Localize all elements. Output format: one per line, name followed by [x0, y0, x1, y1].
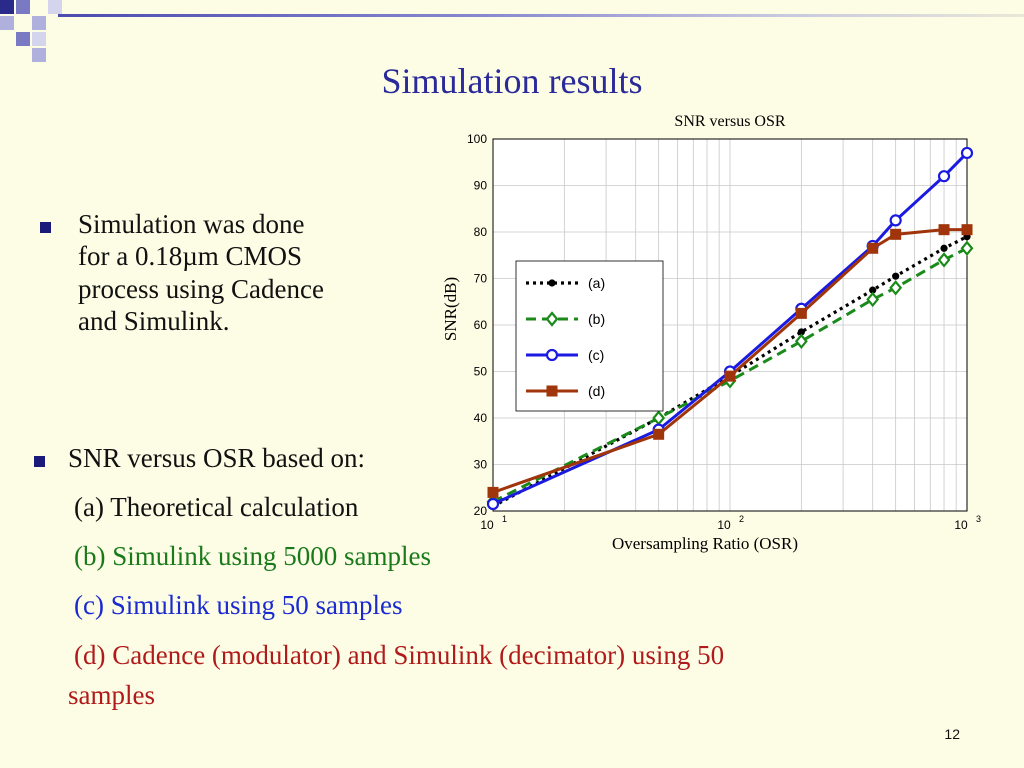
legend-entry: (c) — [526, 347, 604, 363]
item-cadence-cont: samples — [68, 680, 155, 710]
x-tick-label: 10 — [717, 518, 731, 532]
bullet1-line: and Simulink. — [78, 306, 230, 337]
header-rule — [58, 14, 1024, 17]
y-tick-label: 20 — [474, 504, 488, 518]
y-tick-label: 50 — [474, 365, 488, 379]
series-b — [486, 240, 974, 510]
item-theoretical: (a) Theoretical calculation — [74, 492, 359, 522]
bullet2-heading: SNR versus OSR based on: — [68, 443, 366, 473]
legend-label: (a) — [588, 275, 605, 291]
point-d — [487, 486, 499, 498]
bullet1-line: for a 0.18µm CMOS — [78, 241, 303, 272]
point-b — [866, 291, 880, 308]
y-axis-label: SNR(dB) — [441, 277, 460, 341]
y-tick-label: 60 — [474, 318, 488, 332]
point-c — [486, 497, 500, 511]
x-tick-label: 10 — [954, 518, 968, 532]
legend-entry: (d) — [526, 383, 605, 399]
point-d — [938, 224, 950, 236]
legend-entry: (a) — [526, 275, 605, 291]
point-c — [937, 170, 951, 183]
y-tick-label: 90 — [474, 179, 488, 193]
item-simulink-5000: (b) Simulink using 5000 samples — [74, 541, 431, 571]
corner-decoration — [0, 0, 62, 62]
point-b — [889, 280, 903, 296]
point-a — [892, 272, 900, 280]
legend-label: (c) — [588, 347, 604, 363]
point-b — [937, 252, 951, 268]
point-d — [724, 370, 736, 382]
point-d — [653, 428, 665, 440]
point-d — [867, 242, 879, 254]
series-d — [487, 224, 973, 498]
x-axis-label: Oversampling Ratio (OSR) — [612, 534, 798, 553]
x-tick-exponent: 2 — [739, 514, 744, 524]
series-line — [492, 228, 967, 494]
series-line — [492, 246, 968, 504]
page-number: 12 — [944, 726, 960, 742]
x-tick-exponent: 1 — [502, 514, 507, 524]
point-b — [960, 240, 974, 256]
point-d — [795, 307, 807, 319]
bullet-square-icon — [34, 456, 45, 467]
legend-entry: (b) — [526, 311, 605, 327]
series-line — [492, 151, 969, 506]
legend-label: (d) — [588, 383, 605, 399]
bullet-simulation-note: Simulation was done for a 0.18µm CMOS pr… — [78, 208, 324, 338]
y-tick-label: 80 — [474, 225, 488, 239]
item-cadence: (d) Cadence (modulator) and Simulink (de… — [74, 640, 725, 670]
plot-frame — [492, 138, 968, 512]
bullet1-line: Simulation was done — [78, 209, 305, 239]
point-a — [940, 244, 948, 252]
point-d — [546, 385, 558, 397]
point-a — [548, 279, 556, 287]
y-tick-label: 100 — [467, 132, 487, 146]
snr-vs-osr-chart: 20 30 40 50 60 70 80 90 100 10 1 10 2 10 3 SNR versus O… — [441, 113, 981, 553]
x-tick-label: 10 — [480, 518, 494, 532]
point-b — [794, 333, 808, 349]
point-a — [797, 328, 805, 336]
point-d — [961, 224, 973, 236]
y-tick-label: 70 — [474, 272, 488, 286]
x-tick-exponent: 3 — [976, 514, 981, 524]
point-c — [545, 348, 559, 362]
point-b — [545, 311, 559, 327]
point-d — [890, 228, 902, 240]
bullet1-line: process using Cadence — [78, 273, 324, 304]
item-simulink-50: (c) Simulink using 50 samples — [74, 590, 403, 620]
bullet-square-icon — [40, 222, 51, 233]
slide-title: Simulation results — [381, 61, 643, 101]
point-a — [869, 286, 877, 294]
y-tick-label: 30 — [474, 458, 488, 472]
point-c — [960, 146, 974, 160]
y-tick-label: 40 — [474, 411, 488, 425]
legend-box — [515, 260, 664, 412]
point-c — [889, 214, 902, 227]
legend-label: (b) — [588, 311, 605, 327]
chart-title: SNR versus OSR — [674, 113, 785, 130]
